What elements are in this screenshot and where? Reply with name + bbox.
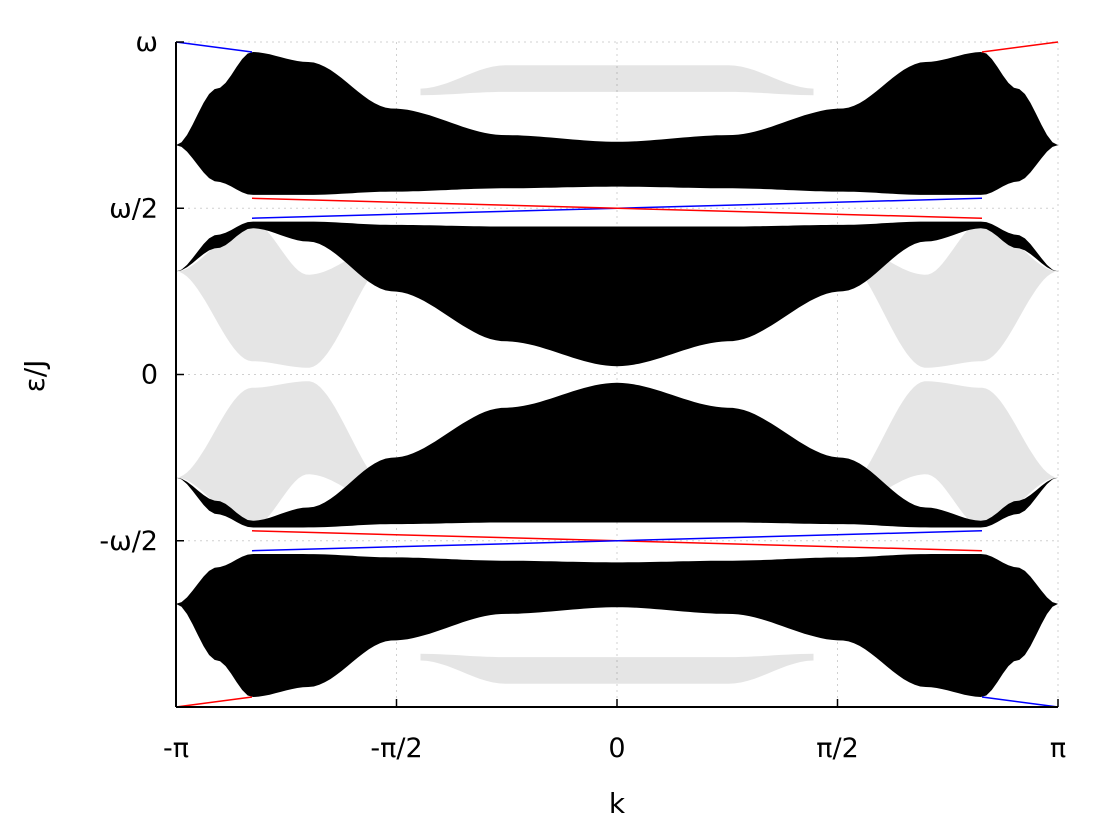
faint-lobe bbox=[176, 221, 393, 368]
x-axis-title: k bbox=[609, 787, 626, 820]
y-axis-title: ε/J bbox=[18, 360, 51, 393]
y-tick-label: ω/2 bbox=[109, 193, 158, 224]
bulk-band-upper-middle bbox=[176, 221, 1058, 367]
x-tick-label: π bbox=[1050, 733, 1066, 764]
bulk-band-lower bbox=[176, 554, 1058, 697]
x-tick-label: π/2 bbox=[816, 733, 859, 764]
y-tick-label: ω bbox=[135, 27, 158, 58]
faint-lobe bbox=[841, 381, 1058, 528]
x-tick-labels: -π -π/2 0 π/2 π bbox=[163, 733, 1066, 764]
bulk-bands bbox=[176, 52, 1058, 697]
faint-bulk-lobes bbox=[176, 65, 1058, 684]
edge-state-red bbox=[175, 696, 253, 708]
bulk-band-upper bbox=[176, 52, 1058, 195]
faint-lobe bbox=[176, 381, 393, 528]
edge-states bbox=[175, 41, 1059, 708]
y-tick-labels: ω ω/2 0 -ω/2 bbox=[99, 27, 158, 557]
edge-state-blue bbox=[175, 41, 253, 53]
axes bbox=[175, 41, 1059, 708]
faint-lobe bbox=[841, 221, 1058, 368]
x-tick-label: -π bbox=[163, 733, 189, 764]
edge-state-red bbox=[251, 197, 983, 219]
edge-state-blue bbox=[251, 530, 983, 552]
edge-state-blue bbox=[981, 696, 1059, 708]
bulk-band-lower-middle bbox=[176, 382, 1058, 528]
x-tick-label: -π/2 bbox=[370, 733, 422, 764]
x-tick-label: 0 bbox=[608, 733, 625, 764]
y-tick-label: -ω/2 bbox=[99, 526, 158, 557]
faint-lobe bbox=[420, 653, 814, 684]
y-tick-label: 0 bbox=[141, 360, 158, 391]
faint-lobe bbox=[420, 65, 814, 96]
edge-state-red bbox=[981, 41, 1059, 53]
